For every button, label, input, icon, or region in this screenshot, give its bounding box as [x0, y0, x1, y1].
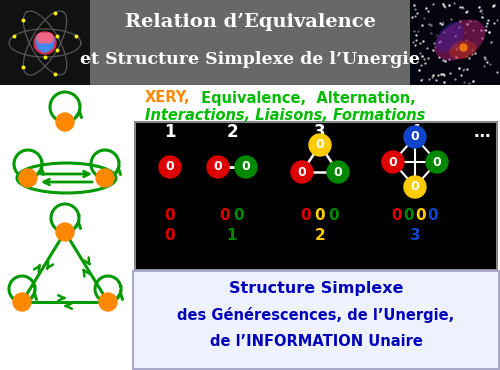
Circle shape	[309, 134, 331, 156]
Text: Equivalence,  Alternation,: Equivalence, Alternation,	[196, 91, 416, 105]
Text: XERY,: XERY,	[145, 91, 190, 105]
Circle shape	[13, 293, 31, 311]
Circle shape	[36, 35, 46, 45]
FancyBboxPatch shape	[135, 122, 497, 270]
Text: des Générescences, de l’Unergie,: des Générescences, de l’Unergie,	[178, 307, 454, 323]
Text: 1: 1	[164, 123, 176, 141]
Circle shape	[426, 151, 448, 173]
Text: 0: 0	[298, 165, 306, 178]
Text: 0: 0	[428, 208, 438, 222]
Circle shape	[404, 126, 426, 148]
Circle shape	[37, 40, 47, 50]
Text: 0: 0	[388, 155, 398, 168]
Text: 0: 0	[18, 297, 26, 307]
FancyBboxPatch shape	[410, 0, 500, 85]
Circle shape	[40, 42, 50, 52]
Circle shape	[235, 156, 257, 178]
Text: 0: 0	[242, 161, 250, 174]
Text: …: …	[474, 123, 490, 141]
Circle shape	[56, 113, 74, 131]
Text: 0: 0	[410, 131, 420, 144]
Text: 0: 0	[214, 161, 222, 174]
Circle shape	[291, 161, 313, 183]
Text: 0: 0	[101, 173, 109, 183]
Text: 0: 0	[104, 297, 112, 307]
Text: 0: 0	[166, 161, 174, 174]
Circle shape	[327, 161, 349, 183]
Circle shape	[44, 35, 54, 45]
Text: 2: 2	[314, 228, 326, 242]
Text: 0: 0	[61, 117, 69, 127]
Text: 0: 0	[392, 208, 402, 222]
Circle shape	[37, 33, 47, 43]
Text: 4: 4	[409, 123, 421, 141]
Text: 0: 0	[316, 138, 324, 151]
FancyBboxPatch shape	[133, 271, 499, 369]
Text: 0: 0	[164, 208, 175, 222]
Text: 2: 2	[226, 123, 238, 141]
Text: Interactions, Liaisons, Formations: Interactions, Liaisons, Formations	[145, 108, 426, 122]
Text: 0: 0	[300, 208, 312, 222]
Text: 0: 0	[164, 228, 175, 242]
Text: 0: 0	[432, 155, 442, 168]
Circle shape	[404, 176, 426, 198]
FancyBboxPatch shape	[0, 0, 500, 85]
Circle shape	[99, 293, 117, 311]
FancyBboxPatch shape	[0, 0, 90, 85]
Ellipse shape	[449, 41, 477, 59]
Text: 0: 0	[334, 165, 342, 178]
Circle shape	[43, 33, 53, 43]
Text: 0: 0	[410, 181, 420, 194]
Text: 1: 1	[227, 228, 237, 242]
Text: 0: 0	[220, 208, 230, 222]
Text: 0: 0	[24, 173, 32, 183]
Text: et Structure Simplexe de l’Unergie: et Structure Simplexe de l’Unergie	[80, 51, 420, 68]
Circle shape	[96, 169, 114, 187]
Text: Relation d’Equivalence: Relation d’Equivalence	[124, 13, 376, 31]
Circle shape	[34, 32, 56, 54]
Text: 3: 3	[314, 123, 326, 141]
Ellipse shape	[436, 22, 464, 52]
Text: Structure Simplexe: Structure Simplexe	[229, 280, 403, 296]
Circle shape	[382, 151, 404, 173]
Circle shape	[56, 223, 74, 241]
Circle shape	[207, 156, 229, 178]
Text: 0: 0	[416, 208, 426, 222]
Text: 0: 0	[328, 208, 340, 222]
Text: 0: 0	[404, 208, 414, 222]
Text: 0: 0	[314, 208, 326, 222]
Circle shape	[43, 40, 53, 50]
Text: 0: 0	[234, 208, 244, 222]
Text: 3: 3	[410, 228, 420, 242]
Circle shape	[159, 156, 181, 178]
Circle shape	[19, 169, 37, 187]
Ellipse shape	[434, 20, 486, 60]
Text: 0: 0	[61, 227, 69, 237]
Text: de l’INFORMATION Unaire: de l’INFORMATION Unaire	[210, 334, 422, 350]
